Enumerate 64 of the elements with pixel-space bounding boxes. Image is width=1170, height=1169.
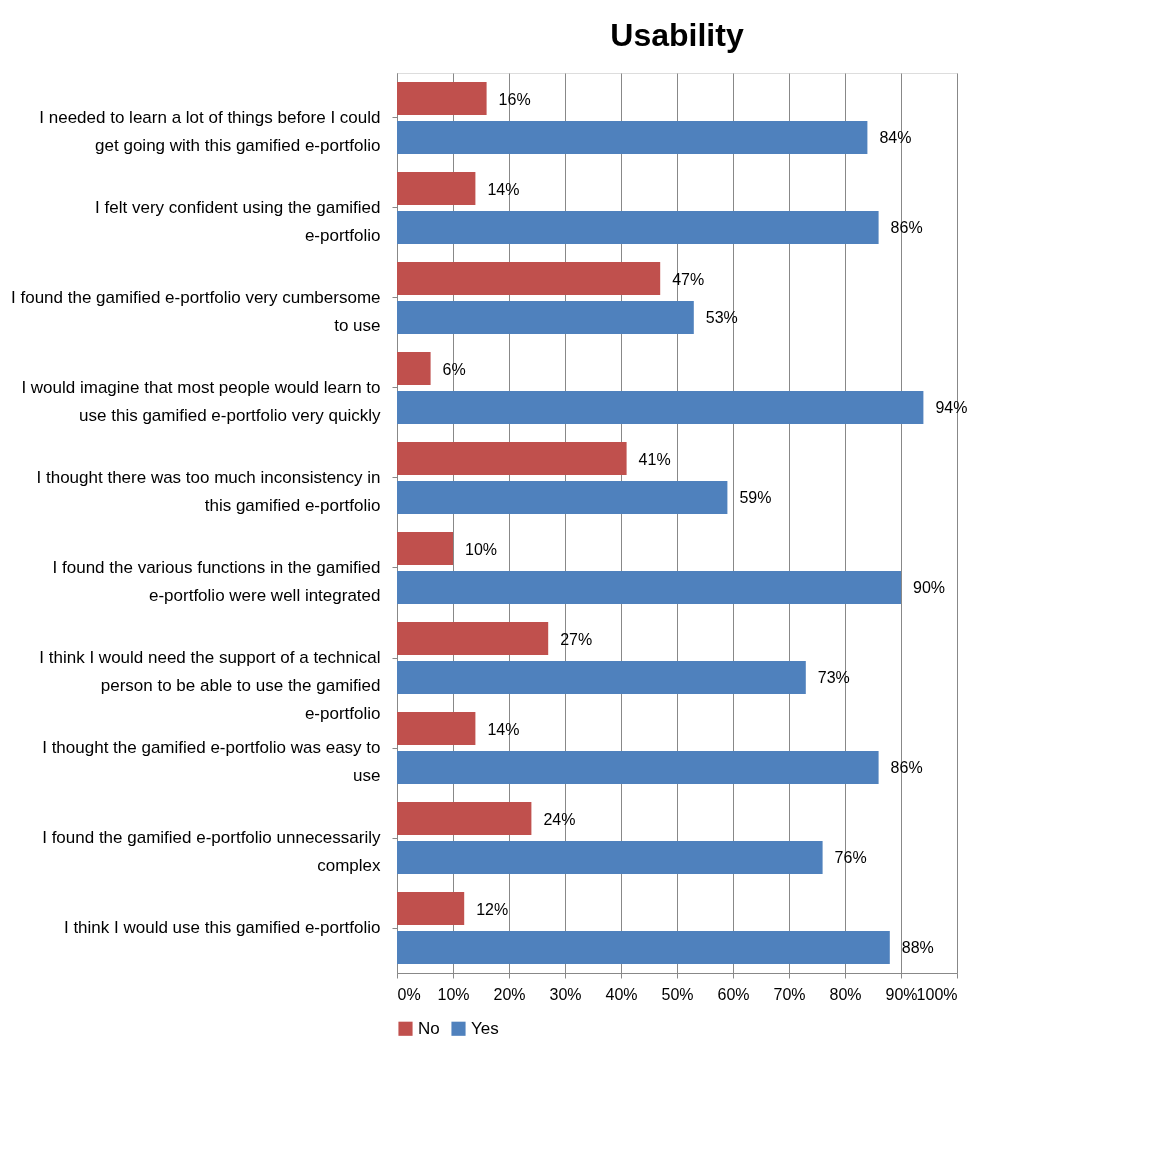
x-tick-label: 90% [885,985,918,1003]
data-label: 76% [834,849,867,867]
x-tick-label: 60% [717,985,750,1003]
data-label: 84% [879,129,912,147]
bar [397,480,728,514]
x-tick-label: 50% [661,985,694,1003]
data-label: 53% [705,309,738,327]
bar [397,82,487,116]
bar [397,352,431,386]
data-label: 12% [476,900,509,918]
data-label: 14% [487,180,520,198]
y-tick-label: I found the gamified e-portfolio unnecessarily complex [42,828,381,875]
data-label: 14% [487,720,520,738]
y-tick-label: I found the gamified e-portfolio very cumbersome to use [11,288,381,335]
x-tick-label: 70% [773,985,806,1003]
data-label: 41% [638,450,671,468]
data-label: 86% [890,759,923,777]
bar [397,172,476,206]
bar [397,622,549,656]
x-tick-label: 0% [397,985,421,1003]
y-tick-label: I needed to learn a lot of things before I could get going with this gamified e-portfolio [39,108,381,155]
data-label: 16% [498,90,531,108]
y-tick-label: I felt very confident using the gamified e-portfolio [95,198,381,245]
bar [397,442,627,476]
bar [397,300,694,334]
legend-label: No [418,1018,440,1038]
data-label: 24% [543,810,576,828]
data-label: 6% [442,360,466,378]
bar [397,750,879,784]
x-tick-label: 10% [437,985,470,1003]
bar [397,262,661,296]
legend-label: Yes [471,1018,499,1038]
x-tick-label: 30% [549,985,582,1003]
bar [397,120,868,154]
x-tick-label: 40% [605,985,638,1003]
bar [397,570,901,604]
data-label: 10% [465,540,498,558]
data-label: 27% [560,630,593,648]
bar [397,210,879,244]
bar [397,892,465,926]
x-tick-label: 20% [493,985,526,1003]
bar [397,840,823,874]
bar [397,712,476,746]
y-tick-label: I thought there was too much inconsistency in this gamified e-portfolio [36,468,381,515]
y-tick-label: I think I would need the support of a technical person to be able to use the gamified e-portfolio [39,648,381,723]
bar [397,532,453,566]
bar [397,930,890,964]
data-label: 90% [913,579,946,597]
data-label: 88% [901,939,934,957]
data-label: 59% [739,489,772,507]
y-tick-label: I would imagine that most people would learn to use this gamified e-portfolio very quickly [21,378,381,425]
data-label: 94% [935,399,968,417]
data-label: 47% [672,270,705,288]
x-tick-label: 100% [916,985,958,1003]
bar [397,390,924,424]
bar [397,802,532,836]
data-label: 86% [890,219,923,237]
chart-title: Usability [610,17,744,53]
y-tick-label: I think I would use this gamified e-portfolio [63,918,381,937]
bar [397,660,806,694]
data-label: 73% [817,669,850,687]
y-tick-label: I thought the gamified e-portfolio was easy to use [42,738,381,785]
y-tick-label: I found the various functions in the gamified e-portfolio were well integrated [52,558,381,605]
x-tick-label: 80% [829,985,862,1003]
